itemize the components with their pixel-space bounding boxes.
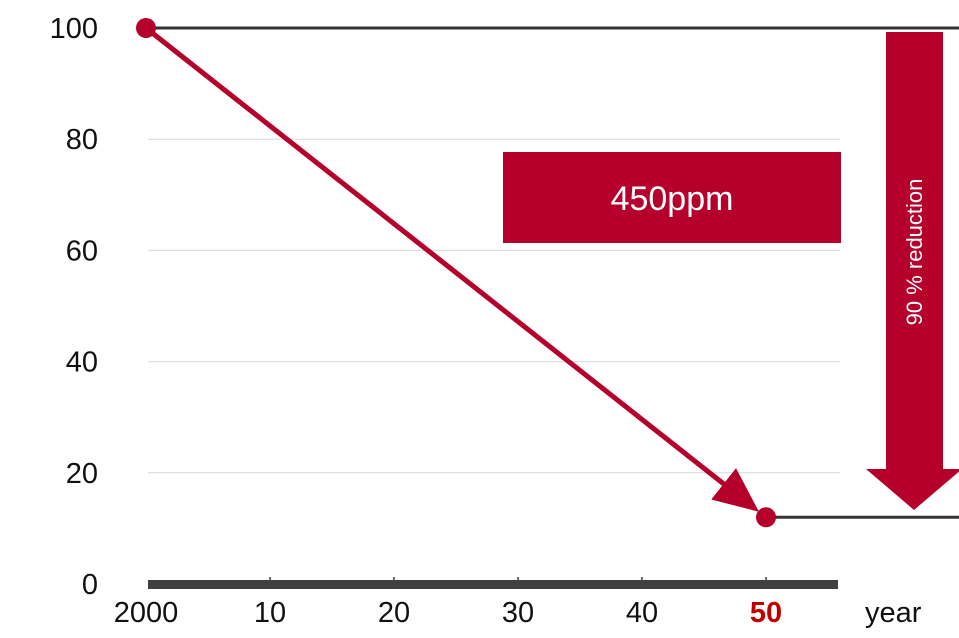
y-tick-label: 0: [82, 569, 98, 601]
reduction-arrow-label: 90 % reduction: [902, 179, 927, 326]
y-tick-label: 80: [66, 124, 98, 156]
x-tick-label: 40: [626, 597, 658, 629]
x-axis-label: year: [865, 597, 922, 629]
annotation-box: [503, 152, 841, 243]
x-tick-label: 30: [502, 597, 534, 629]
y-tick-labels: 100 80 60 40 20 0: [50, 13, 98, 601]
x-tick-labels: 2000 10 20 30 40 50: [114, 597, 782, 629]
x-axis-bar: [148, 580, 838, 589]
annotation-box-label: 450ppm: [611, 180, 734, 218]
x-tick-label: 2000: [114, 597, 179, 629]
reduction-arrow: [866, 32, 959, 510]
data-point-end: [756, 507, 776, 528]
x-tick-label: 20: [378, 597, 410, 629]
y-tick-label: 60: [66, 235, 98, 267]
x-tick-label: 10: [254, 597, 286, 629]
y-tick-label: 20: [66, 458, 98, 490]
x-tick-label: 50: [750, 597, 782, 629]
series-line: [136, 18, 776, 528]
x-tick-marks: [269, 577, 767, 580]
y-tick-label: 100: [50, 13, 98, 45]
y-tick-label: 40: [66, 347, 98, 379]
data-point-start: [136, 18, 156, 38]
trend-arrow-line: [144, 26, 759, 512]
